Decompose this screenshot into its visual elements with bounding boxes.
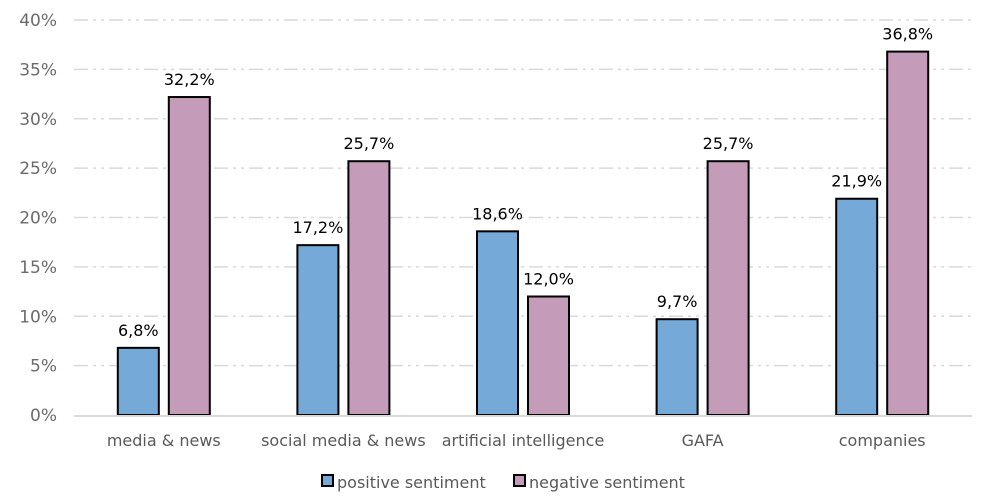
bar-negative [527,295,570,416]
bar-positive [116,346,160,417]
y-tick-label: 35% [19,60,57,80]
data-label: 25,7% [703,134,754,153]
y-tick-label: 25% [19,159,57,179]
x-category-label: artificial intelligence [442,431,605,450]
legend: positive sentiment negative sentiment [321,473,685,492]
data-label: 18,6% [472,204,523,223]
y-tick-label: 40% [19,11,57,31]
y-tick-label: 10% [19,307,57,327]
data-label: 25,7% [343,134,394,153]
data-label: 12,0% [523,270,574,289]
data-label: 21,9% [831,172,882,191]
x-category-label: media & news [107,431,221,450]
y-tick-label: 30% [19,110,57,130]
data-labels: 6,8% 32,2% 17,2% 25,7% 18,6% 12,0% 9,7% 25,7% 21… [118,25,933,340]
y-tick-label: 5% [30,357,57,377]
data-label: 36,8% [882,25,933,44]
y-tick-label: 15% [19,258,57,278]
x-axis-categories: media & news social media & news artificia… [107,431,926,450]
data-label: 6,8% [118,321,159,340]
x-category-label: GAFA [682,431,724,450]
data-label: 17,2% [292,218,343,237]
gridlines [74,19,972,367]
data-label: 9,7% [657,292,698,311]
x-category-label: companies [839,431,926,450]
bar-negative [886,50,930,416]
bar-negative [347,160,391,416]
bar-negative [706,160,750,416]
data-label: 32,2% [164,70,215,89]
bar-positive [655,318,699,416]
x-category-label: social media & news [261,431,426,450]
legend-swatch-positive [321,474,334,487]
bar-negative [167,96,211,417]
bar-positive [476,230,519,416]
bars [116,50,930,417]
bar-positive [296,244,340,416]
legend-label: negative sentiment [529,473,685,492]
y-tick-label: 20% [19,209,57,229]
bar-positive [835,197,879,416]
y-tick-label: 0% [30,406,57,426]
y-axis-ticks: 0% 5% 10% 15% 20% 25% 30% 35% 40% [19,11,57,426]
legend-label: positive sentiment [337,473,486,492]
legend-swatch-negative [513,474,526,487]
